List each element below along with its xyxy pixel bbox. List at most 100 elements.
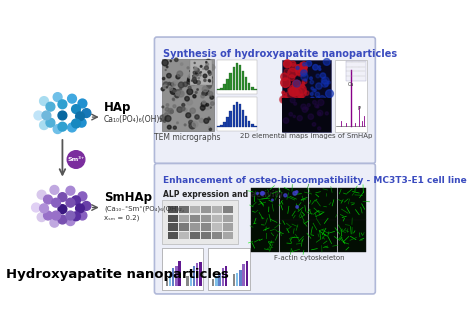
Bar xyxy=(248,121,250,127)
Circle shape xyxy=(319,68,321,71)
Circle shape xyxy=(40,97,48,106)
Circle shape xyxy=(191,77,195,82)
Circle shape xyxy=(312,89,315,92)
Circle shape xyxy=(313,101,317,104)
Text: Hydroxyapatite nanoparticles: Hydroxyapatite nanoparticles xyxy=(7,268,229,281)
Circle shape xyxy=(288,88,291,91)
Circle shape xyxy=(283,60,291,67)
Circle shape xyxy=(58,111,67,120)
Circle shape xyxy=(185,97,189,101)
Circle shape xyxy=(203,74,207,78)
Circle shape xyxy=(165,116,171,121)
Circle shape xyxy=(188,77,192,82)
Circle shape xyxy=(78,99,87,108)
Circle shape xyxy=(82,202,91,210)
Circle shape xyxy=(296,67,299,70)
Circle shape xyxy=(72,119,81,128)
Circle shape xyxy=(207,79,212,85)
Circle shape xyxy=(317,106,319,108)
Circle shape xyxy=(310,77,312,80)
Circle shape xyxy=(193,75,195,77)
Circle shape xyxy=(53,93,62,102)
Circle shape xyxy=(317,110,323,116)
Circle shape xyxy=(284,194,287,197)
Bar xyxy=(251,87,254,90)
Circle shape xyxy=(204,66,209,70)
Bar xyxy=(236,63,238,90)
Circle shape xyxy=(295,94,302,102)
Circle shape xyxy=(194,67,197,70)
Circle shape xyxy=(208,91,213,96)
Circle shape xyxy=(205,104,210,110)
Circle shape xyxy=(160,115,166,121)
Circle shape xyxy=(202,101,205,104)
Circle shape xyxy=(294,102,297,105)
Bar xyxy=(245,116,247,127)
Circle shape xyxy=(76,112,84,121)
Circle shape xyxy=(281,78,290,87)
Circle shape xyxy=(193,71,196,74)
Bar xyxy=(245,77,247,90)
Bar xyxy=(223,232,233,239)
Circle shape xyxy=(301,70,307,76)
Circle shape xyxy=(292,88,302,98)
Bar xyxy=(346,61,365,81)
Circle shape xyxy=(177,71,182,77)
Circle shape xyxy=(165,70,166,71)
Text: Ca₁₀(PO₄)₆(OH)₂: Ca₁₀(PO₄)₆(OH)₂ xyxy=(104,116,164,124)
Bar xyxy=(254,126,256,127)
Circle shape xyxy=(306,107,309,110)
Circle shape xyxy=(290,90,294,94)
Circle shape xyxy=(298,67,303,72)
Circle shape xyxy=(190,108,195,114)
Circle shape xyxy=(315,92,319,97)
Circle shape xyxy=(301,62,307,68)
Circle shape xyxy=(327,81,330,84)
Bar xyxy=(168,223,178,230)
Bar xyxy=(190,269,192,286)
Circle shape xyxy=(302,79,307,84)
Circle shape xyxy=(204,60,208,64)
Circle shape xyxy=(201,66,202,67)
Circle shape xyxy=(310,97,315,101)
Bar xyxy=(233,67,235,90)
Circle shape xyxy=(173,92,178,97)
Bar xyxy=(190,206,200,213)
Circle shape xyxy=(166,66,168,68)
Circle shape xyxy=(296,67,305,76)
Circle shape xyxy=(190,82,191,83)
Circle shape xyxy=(66,217,75,225)
Bar xyxy=(236,273,238,286)
Circle shape xyxy=(186,113,191,118)
Circle shape xyxy=(207,72,210,75)
Circle shape xyxy=(42,111,51,120)
Bar xyxy=(280,188,308,219)
Circle shape xyxy=(165,108,169,111)
Bar xyxy=(179,232,189,239)
Circle shape xyxy=(209,118,210,120)
Circle shape xyxy=(182,107,185,111)
Circle shape xyxy=(197,81,201,84)
Bar xyxy=(186,275,189,286)
Circle shape xyxy=(289,75,295,81)
Circle shape xyxy=(44,195,53,204)
Bar xyxy=(335,60,366,132)
Text: F-actin cytoskeleton: F-actin cytoskeleton xyxy=(273,255,344,261)
Circle shape xyxy=(318,127,321,130)
Bar xyxy=(175,266,178,286)
Circle shape xyxy=(40,121,48,129)
Circle shape xyxy=(293,191,297,195)
Circle shape xyxy=(210,96,214,99)
Bar xyxy=(227,118,229,127)
Circle shape xyxy=(184,124,186,126)
Circle shape xyxy=(203,68,205,70)
Bar xyxy=(190,223,200,230)
Circle shape xyxy=(206,90,209,94)
Circle shape xyxy=(311,87,313,90)
Circle shape xyxy=(204,118,209,123)
Bar xyxy=(233,274,235,286)
Circle shape xyxy=(297,116,302,121)
Circle shape xyxy=(176,75,180,79)
Bar xyxy=(223,122,226,127)
Circle shape xyxy=(313,89,316,92)
